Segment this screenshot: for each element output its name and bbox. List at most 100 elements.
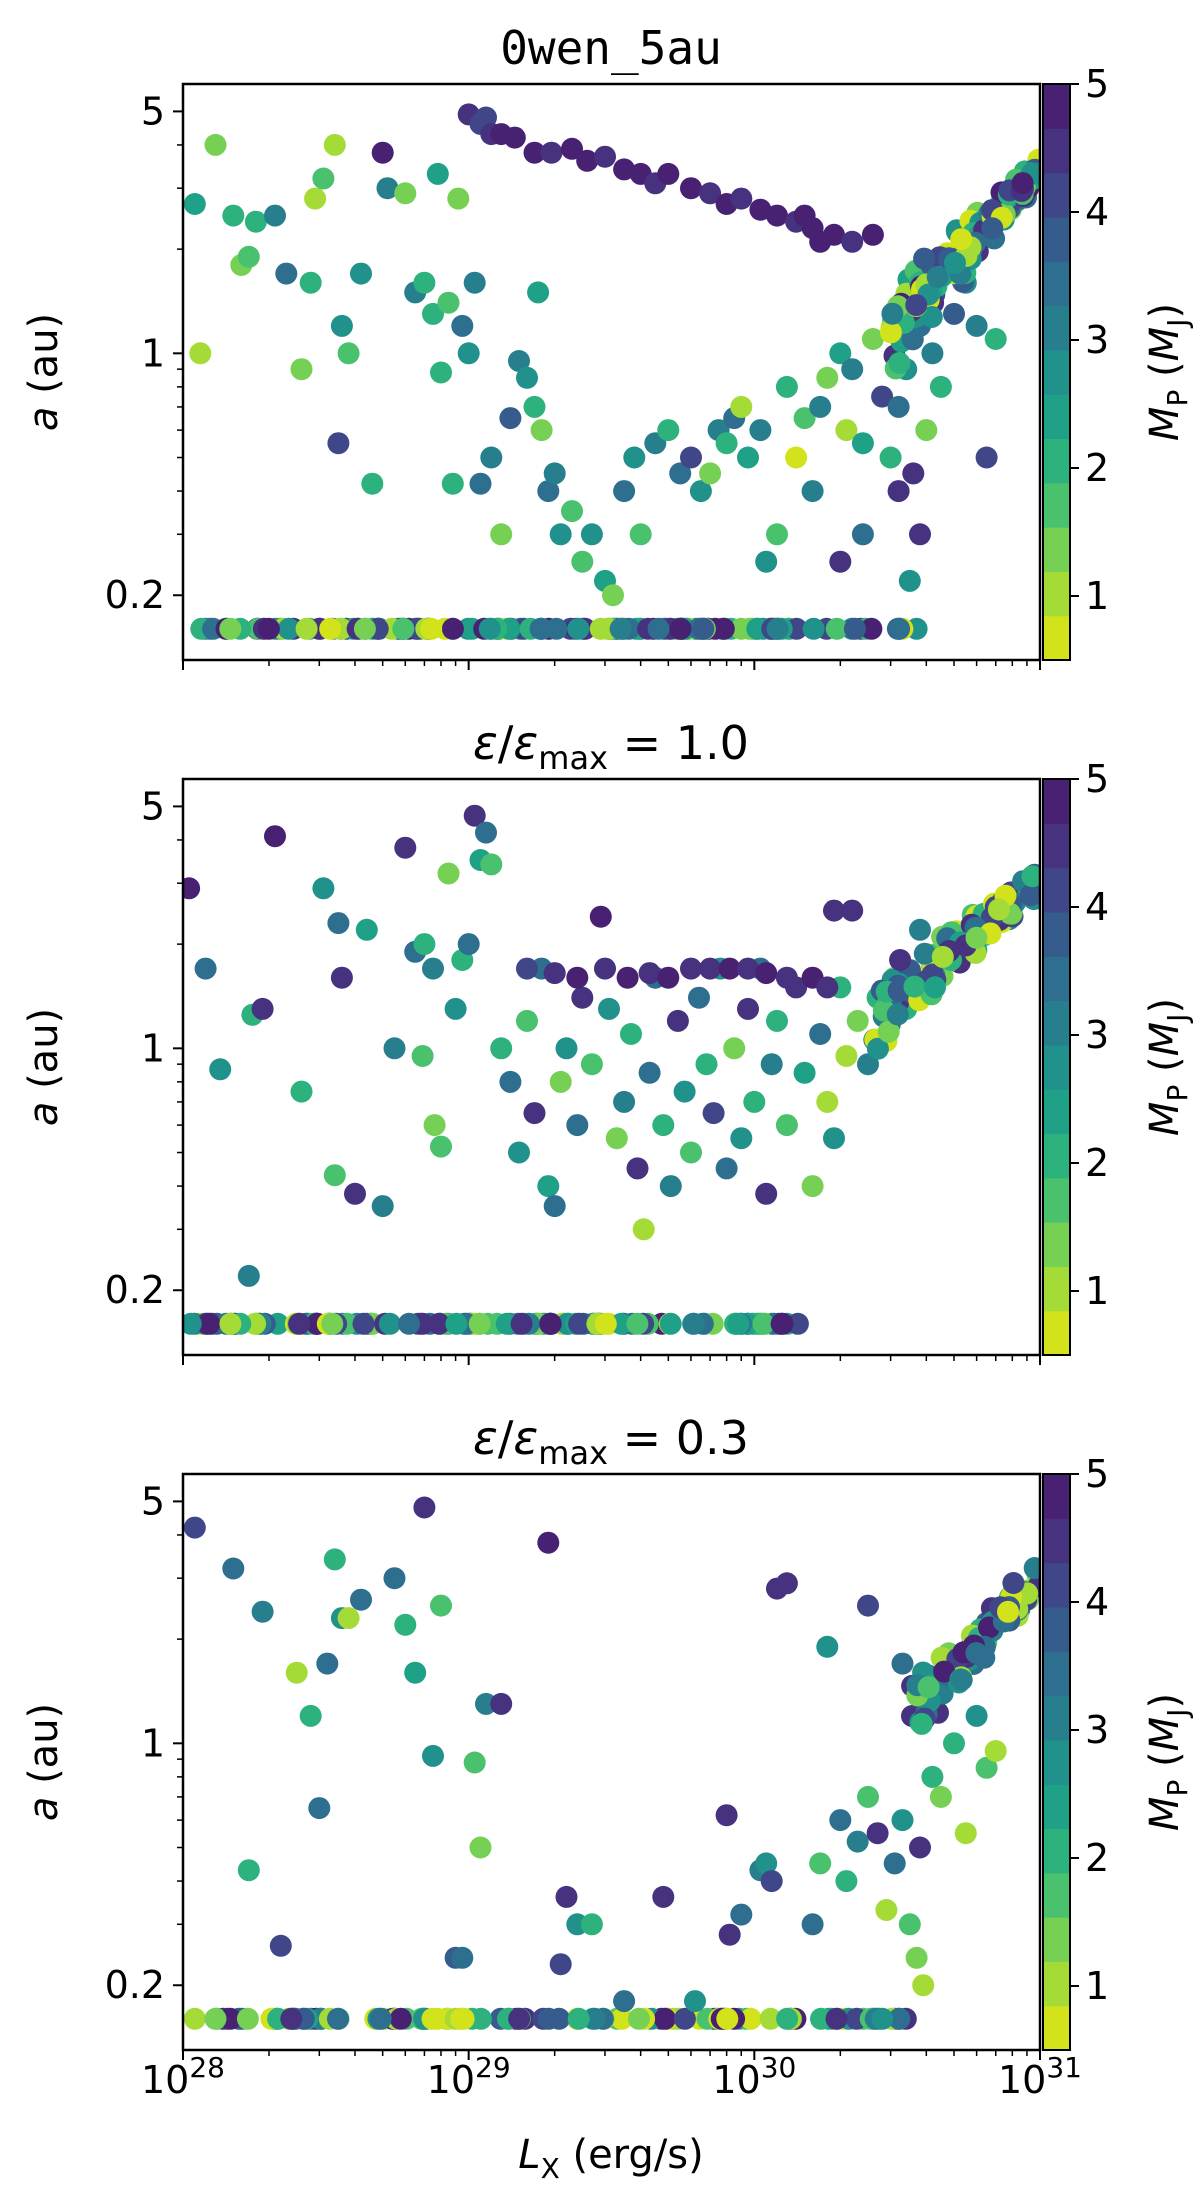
data-point xyxy=(350,262,372,285)
data-point xyxy=(680,177,702,200)
ridge-point xyxy=(910,1712,933,1735)
data-point xyxy=(755,1182,778,1205)
data-point xyxy=(984,1740,1007,1762)
colorbar-title-sub: P xyxy=(1161,1085,1194,1102)
data-point xyxy=(189,342,212,365)
data-point xyxy=(891,1652,914,1675)
colorbar-title: MP (MJ) xyxy=(1142,998,1194,1136)
colorbar-title-main: M xyxy=(1142,1102,1188,1137)
data-point xyxy=(523,1102,546,1125)
data-point xyxy=(523,395,546,418)
y-tick-label: 5 xyxy=(141,89,165,133)
colorbar-segment xyxy=(1043,172,1070,218)
data-point xyxy=(915,419,938,442)
data-point xyxy=(490,1692,513,1715)
ridge-point xyxy=(903,975,926,998)
colorbar-segment xyxy=(1043,128,1070,174)
ridge-point xyxy=(877,1020,900,1043)
y-axis-title-main: a xyxy=(21,1797,67,1822)
data-point xyxy=(743,1090,766,1113)
data-point xyxy=(451,1946,474,1969)
data-point xyxy=(809,395,832,418)
data-point xyxy=(344,1182,366,1205)
colorbar-title-close: ) xyxy=(1142,998,1188,1014)
data-point xyxy=(975,1756,998,1779)
x-tick-label: 1028 xyxy=(141,2051,225,2102)
data-point xyxy=(543,462,566,485)
data-point xyxy=(943,302,965,325)
data-point xyxy=(887,395,910,418)
data-point xyxy=(508,350,530,372)
x-axis-title-main: L xyxy=(518,2132,540,2178)
data-point xyxy=(312,167,335,190)
baseline-point xyxy=(219,1312,242,1335)
data-point xyxy=(457,933,480,956)
x-axis-title-sub: X xyxy=(541,2152,560,2185)
data-point xyxy=(829,550,852,573)
data-point xyxy=(851,432,874,455)
data-point xyxy=(244,210,267,233)
panel-title: 0wen_5au xyxy=(500,21,722,75)
baseline-point xyxy=(712,617,735,640)
data-point xyxy=(816,366,839,389)
data-point xyxy=(730,1903,753,1926)
colorbar-segment xyxy=(1043,956,1070,1002)
data-point xyxy=(891,1809,914,1832)
baseline-point xyxy=(682,1312,705,1335)
data-point xyxy=(394,836,417,859)
data-point xyxy=(909,918,931,941)
data-point xyxy=(275,262,298,285)
colorbar-tick-label: 4 xyxy=(1085,1580,1109,1624)
x-tick-label: 1031 xyxy=(998,2051,1082,2102)
data-point xyxy=(561,500,583,523)
baseline-point xyxy=(398,1312,420,1335)
data-point xyxy=(613,1990,636,2013)
panel-title-rhs: = 1.0 xyxy=(608,716,749,770)
baseline-point xyxy=(802,617,825,640)
data-point xyxy=(921,342,944,365)
baseline-point xyxy=(321,1312,344,1335)
data-point xyxy=(383,1037,406,1060)
colorbar-tick-label: 5 xyxy=(1085,757,1109,801)
data-point xyxy=(475,821,497,844)
colorbar-segment xyxy=(1043,1961,1070,2007)
data-point xyxy=(475,1692,497,1715)
baseline-point xyxy=(441,617,464,640)
data-point xyxy=(775,1114,798,1137)
baseline-point xyxy=(236,2007,259,2030)
data-point xyxy=(589,905,612,928)
colorbar-segment xyxy=(1043,1917,1070,1962)
baseline-point xyxy=(539,1312,562,1335)
colorbar-title-unit-sub: J xyxy=(1161,1709,1194,1719)
data-point xyxy=(337,342,360,365)
data-point xyxy=(422,1744,444,1767)
data-point xyxy=(469,1836,492,1859)
data-point xyxy=(699,182,722,205)
colorbar-segment xyxy=(1043,1562,1070,1608)
data-point xyxy=(441,472,464,495)
data-point xyxy=(327,432,350,455)
data-point xyxy=(775,375,798,398)
data-point xyxy=(909,1836,931,1859)
y-axis-title-unit: (au) xyxy=(21,1008,67,1102)
colorbar-segment xyxy=(1043,1089,1070,1135)
ridge-point xyxy=(950,1668,973,1691)
y-tick-label: 0.2 xyxy=(105,1268,165,1312)
y-tick-label: 0.2 xyxy=(105,1963,165,2007)
data-point xyxy=(766,1009,788,1032)
data-point xyxy=(503,126,526,149)
data-point xyxy=(613,480,636,503)
y-tick-label: 1 xyxy=(141,331,165,375)
data-point xyxy=(463,804,486,827)
baseline-point xyxy=(295,617,318,640)
data-point xyxy=(730,1127,753,1150)
ridge-point xyxy=(1023,1557,1040,1579)
data-point xyxy=(451,314,474,337)
data-point xyxy=(447,187,470,210)
data-point xyxy=(801,1913,824,1936)
data-point xyxy=(866,1822,889,1845)
panel-title-sub: max xyxy=(538,1434,608,1472)
data-point xyxy=(898,1913,921,1936)
data-point xyxy=(437,291,460,314)
